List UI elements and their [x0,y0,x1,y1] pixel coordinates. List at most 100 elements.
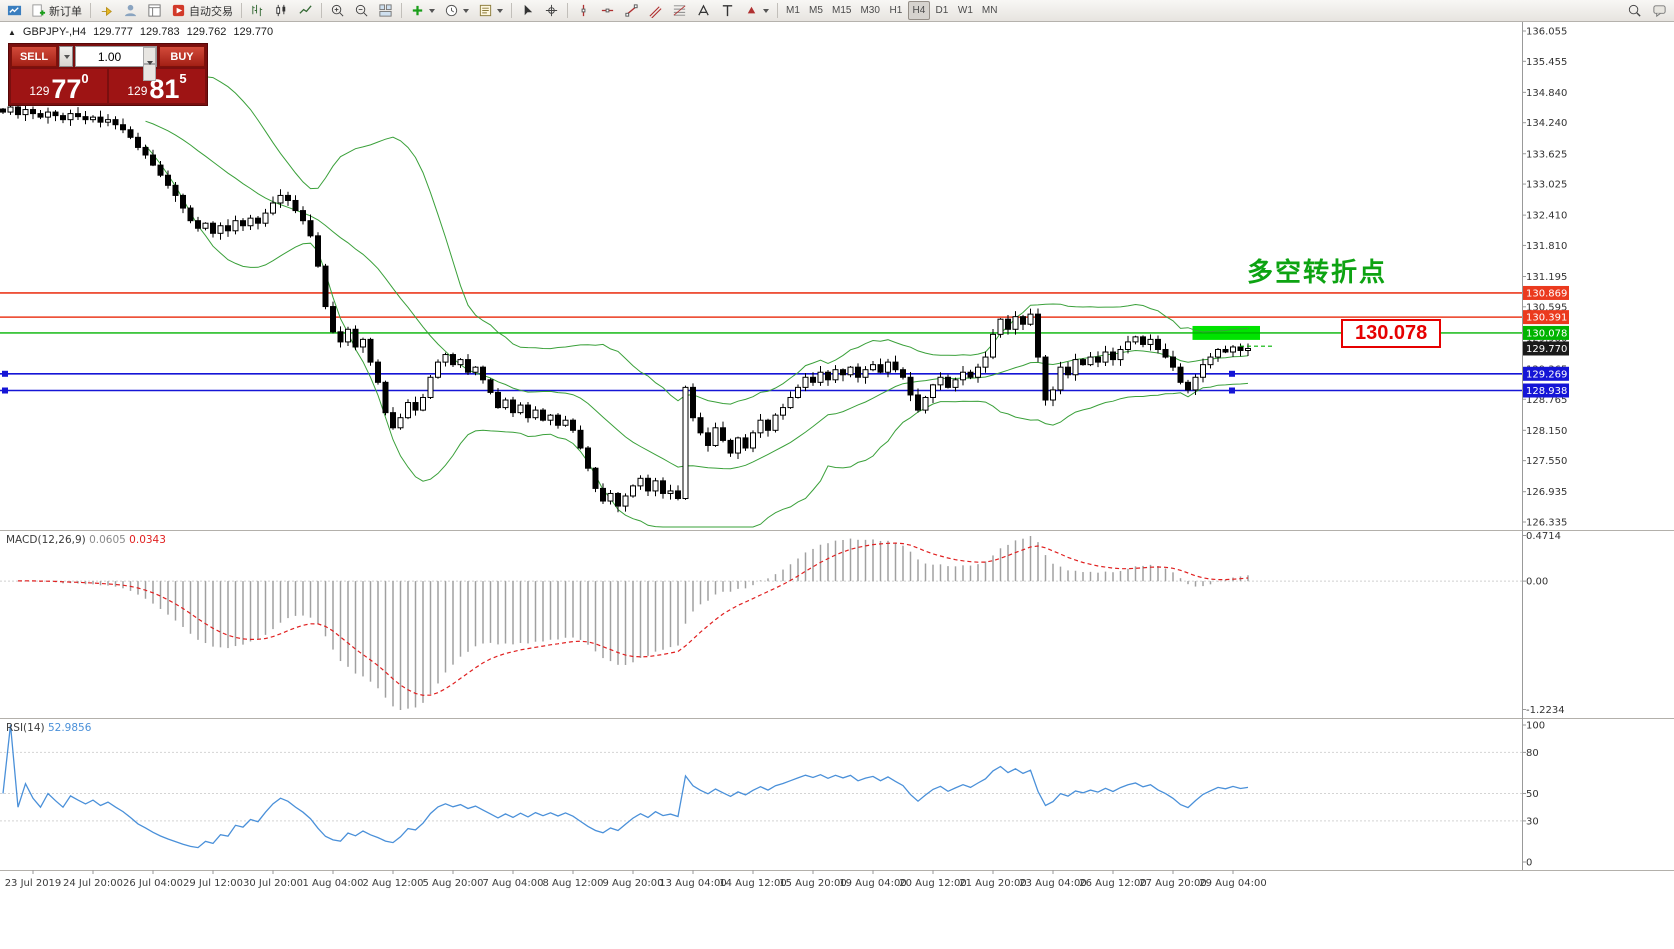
chat-button[interactable] [1648,1,1671,20]
buy-price-prefix: 129 [127,84,148,98]
svg-text:130.595: 130.595 [1526,302,1567,313]
zoom-in-button[interactable] [326,1,349,20]
vertical-line-button[interactable] [572,1,595,20]
svg-text:80: 80 [1526,748,1539,759]
bar-chart-icon [252,4,263,17]
trendline-icon [625,4,638,17]
search-icon [1628,4,1641,17]
down-arrow-icon [146,61,153,80]
profiles-button[interactable] [119,1,142,20]
volume-decrease-button[interactable] [143,61,156,81]
periods-button[interactable] [440,1,473,20]
chart-canvas[interactable]: 136.055 135.455 134.840 134.240 133.625 133.0… [0,22,1674,949]
timeframe-h4-button[interactable]: H4 [907,1,930,20]
crosshair-icon [545,4,558,17]
svg-text:128.938: 128.938 [1526,386,1567,397]
clock-icon [445,4,458,17]
timeframe-m30-button[interactable]: M30 [856,1,883,20]
buy-price-display[interactable]: 129 81 5 [109,69,205,103]
search-button[interactable] [1623,1,1646,20]
chevron-down-icon [497,8,503,13]
timeframe-m1-button[interactable]: M1 [782,1,804,20]
symbol-period-label: GBPJPY-,H4 [22,26,87,38]
chat-icon [1653,5,1666,18]
svg-text:50: 50 [1526,789,1539,800]
indicators-button[interactable] [406,1,439,20]
channel-button[interactable] [644,1,667,20]
svg-text:130.869: 130.869 [1526,288,1567,299]
text-label-button[interactable] [692,1,715,20]
cursor-icon [524,4,533,16]
auto-trading-button[interactable]: 自动交易 [167,1,237,20]
svg-text:9 Aug 20:00: 9 Aug 20:00 [602,878,663,889]
fibonacci-button[interactable] [668,1,691,20]
svg-text:131.195: 131.195 [1526,272,1567,283]
tile-windows-button[interactable] [374,1,397,20]
app-menu-button[interactable] [3,1,26,20]
svg-text:14 Aug 12:00: 14 Aug 12:00 [719,878,786,889]
sell-price-sup: 0 [81,71,89,86]
data-window-button[interactable] [143,1,166,20]
templates-button[interactable] [474,1,507,20]
svg-text:126.335: 126.335 [1526,518,1567,529]
buy-button[interactable]: BUY [159,46,205,67]
svg-text:129.770: 129.770 [1526,344,1567,355]
svg-text:126.935: 126.935 [1526,487,1567,498]
text-button[interactable] [716,1,739,20]
volume-input[interactable] [76,47,143,66]
zoom-out-icon [355,4,368,17]
zoom-in-icon [331,4,344,17]
timeframe-h1-button[interactable]: H1 [885,1,907,20]
svg-text:128.150: 128.150 [1526,426,1567,437]
chart-shift-button[interactable] [95,1,118,20]
svg-text:24 Jul 20:00: 24 Jul 20:00 [63,878,123,889]
svg-text:8 Aug 12:00: 8 Aug 12:00 [542,878,603,889]
new-order-label: 新订单 [49,5,82,18]
candlestick-chart-icon [276,4,286,17]
timeframe-d1-button[interactable]: D1 [931,1,953,20]
volume-increase-button[interactable] [143,47,156,67]
svg-text:0.00: 0.00 [1526,577,1548,588]
sell-price-display[interactable]: 129 77 0 [11,69,107,103]
candlestick-chart-button[interactable] [270,1,293,20]
svg-text:127.550: 127.550 [1526,456,1567,467]
timeframe-m15-button[interactable]: M15 [828,1,855,20]
sell-price-prefix: 129 [29,84,50,98]
timeframe-w1-button[interactable]: W1 [954,1,977,20]
timeframe-mn-button[interactable]: MN [978,1,1002,20]
svg-text:7 Aug 04:00: 7 Aug 04:00 [482,878,543,889]
one-click-trading-panel: SELL BUY 129 77 0 129 81 5 [8,43,208,106]
cursor-button[interactable] [516,1,539,20]
svg-text:30: 30 [1526,816,1539,827]
crosshair-button[interactable] [540,1,563,20]
svg-text:23 Aug 04:00: 23 Aug 04:00 [1019,878,1086,889]
zoom-out-button[interactable] [350,1,373,20]
line-chart-button[interactable] [294,1,317,20]
toolbar-separator [241,3,242,18]
svg-text:15 Aug 20:00: 15 Aug 20:00 [779,878,846,889]
profiles-icon [124,4,137,17]
sell-button[interactable]: SELL [11,46,57,67]
svg-text:136.055: 136.055 [1526,27,1567,38]
ohlc-open: 129.777 [93,26,133,38]
order-options-dropdown[interactable] [59,46,73,67]
toolbar-separator [90,3,91,18]
main-toolbar: 新订单 自动交易 [0,0,1674,22]
trendline-button[interactable] [620,1,643,20]
new-order-button[interactable]: 新订单 [27,1,86,20]
bar-chart-button[interactable] [246,1,269,20]
toolbar-separator [567,3,568,18]
svg-text:29 Aug 04:00: 29 Aug 04:00 [1199,878,1266,889]
svg-text:130.391: 130.391 [1526,313,1567,324]
svg-text:29 Jul 12:00: 29 Jul 12:00 [183,878,243,889]
timeframe-m5-button[interactable]: M5 [805,1,827,20]
svg-text:23 Jul 2019: 23 Jul 2019 [5,878,62,889]
svg-text:134.840: 134.840 [1526,88,1567,99]
horizontal-line-button[interactable] [596,1,619,20]
chart-window: 136.055 135.455 134.840 134.240 133.625 133.0… [0,22,1674,949]
arrows-button[interactable] [740,1,773,20]
ohlc-low: 129.762 [186,26,227,38]
fibonacci-icon [673,5,686,16]
toolbar-separator [321,3,322,18]
chart-shift-icon [101,6,112,17]
